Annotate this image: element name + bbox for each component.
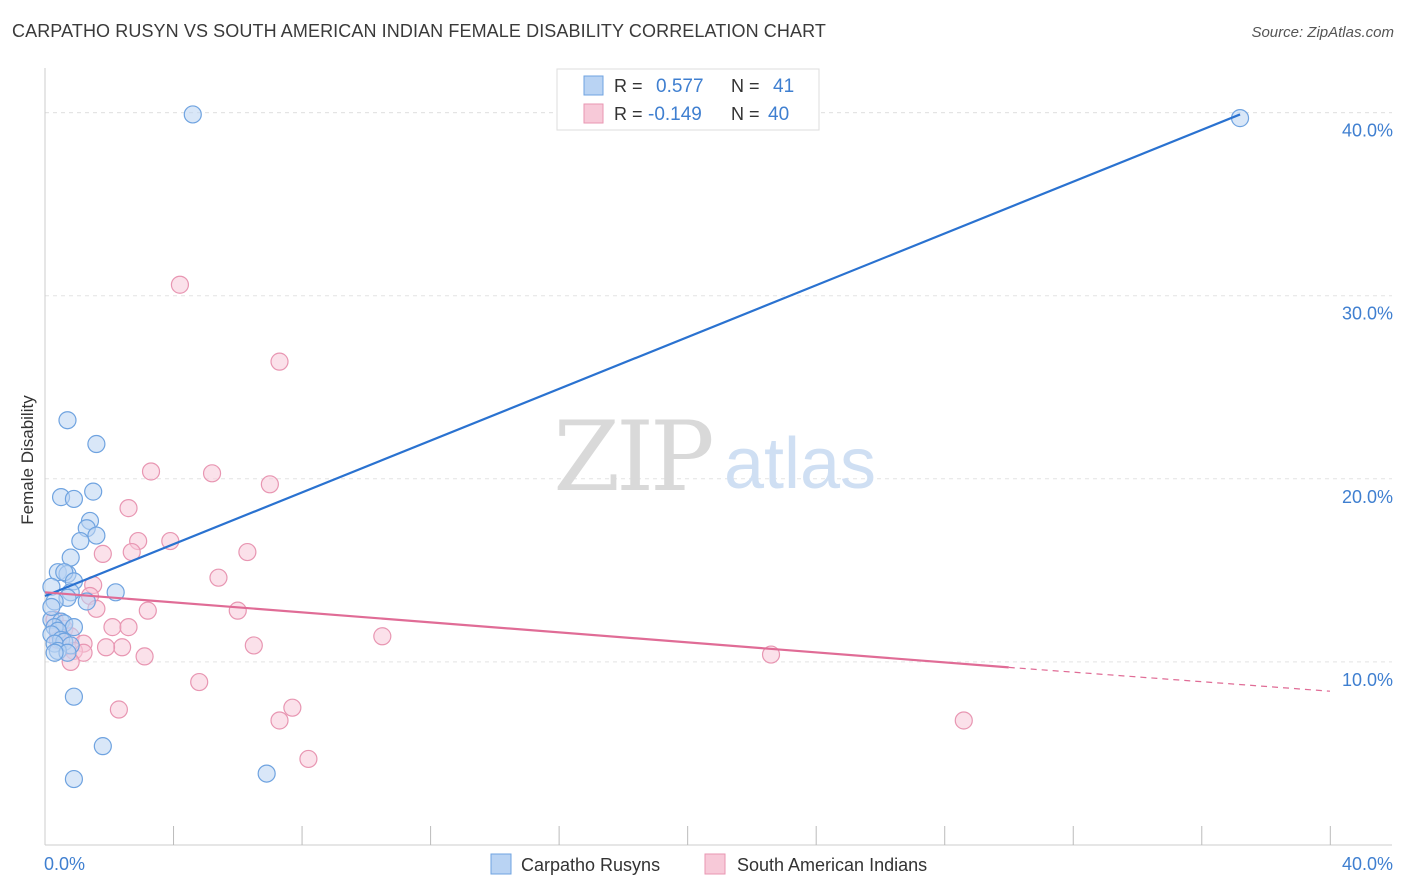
- stats-r-label-1: R =: [614, 76, 643, 96]
- blue-point: [45, 643, 64, 662]
- blue-point: [64, 489, 84, 509]
- chart-title: CARPATHO RUSYN VS SOUTH AMERICAN INDIAN …: [12, 21, 826, 41]
- pink-point: [119, 499, 138, 518]
- blue-point: [42, 597, 61, 617]
- stats-r-value-1: 0.577: [656, 76, 704, 97]
- trend-line-carpatho-rusyns: [44, 113, 1241, 598]
- blue-point: [64, 769, 84, 789]
- blue-point: [77, 592, 96, 611]
- watermark-zip: ZIP: [553, 401, 712, 513]
- pink-point: [170, 275, 190, 294]
- stats-n-label-1: N =: [731, 76, 760, 96]
- series-south-american-indians: [45, 275, 973, 769]
- pink-point: [96, 638, 116, 657]
- pink-point: [260, 475, 279, 494]
- x-tick-label-min: 0.0%: [44, 854, 85, 874]
- pink-point: [209, 568, 228, 587]
- blue-point: [84, 482, 103, 501]
- stats-legend-pink-swatch: [583, 103, 604, 124]
- stats-n-value-1: 41: [773, 76, 794, 97]
- y-tick-label: 30.0%: [1342, 304, 1393, 324]
- pink-point: [244, 636, 263, 655]
- tick-labels: 10.0% 20.0% 30.0% 40.0% 0.0% 40.0%: [44, 121, 1393, 874]
- pink-point: [270, 711, 289, 730]
- pink-point: [202, 464, 222, 483]
- pink-point: [238, 542, 257, 562]
- trend-line-south-american-indians: [44, 591, 1009, 669]
- pink-point: [138, 601, 157, 620]
- trend-lines: [44, 113, 1331, 692]
- y-tick-label: 40.0%: [1342, 121, 1393, 141]
- blue-point: [87, 434, 106, 454]
- pink-point: [135, 647, 154, 666]
- pink-point: [270, 352, 289, 371]
- legend-label-south-american-indians: South American Indians: [737, 855, 927, 875]
- blue-point: [257, 764, 276, 783]
- blue-point: [93, 737, 112, 756]
- legend-pink-swatch: [704, 853, 726, 875]
- pink-point: [93, 544, 112, 563]
- pink-point: [109, 700, 128, 719]
- stats-n-value-2: 40: [768, 104, 789, 125]
- series-legend: Carpatho Rusyns South American Indians: [490, 853, 927, 875]
- pink-point: [373, 627, 392, 646]
- pink-point: [141, 462, 161, 481]
- pink-point: [228, 601, 247, 620]
- y-axis-label: Female Disability: [18, 395, 37, 525]
- blue-point: [87, 526, 106, 545]
- blue-point: [64, 687, 84, 706]
- pink-point: [283, 698, 302, 717]
- stats-r-value-2: -0.149: [648, 104, 702, 125]
- blue-point: [1230, 109, 1250, 128]
- pink-point: [761, 645, 781, 664]
- gridlines: [45, 112, 1392, 663]
- legend-label-carpatho-rusyns: Carpatho Rusyns: [521, 855, 660, 875]
- series-carpatho-rusyns: [42, 105, 1250, 789]
- trend-line-extension: [1008, 666, 1331, 692]
- blue-point: [71, 531, 90, 551]
- x-tick-label-max: 40.0%: [1342, 854, 1393, 874]
- y-tick-label: 10.0%: [1342, 670, 1393, 690]
- watermark: ZIP atlas: [553, 401, 876, 513]
- blue-point: [64, 618, 84, 637]
- blue-point: [58, 411, 77, 430]
- pink-point: [190, 672, 209, 692]
- axes: [44, 68, 1392, 846]
- blue-point: [183, 105, 202, 124]
- stats-legend-blue-swatch: [583, 75, 604, 96]
- stats-n-label-2: N =: [731, 104, 760, 124]
- source-label: Source: ZipAtlas.com: [1251, 24, 1394, 41]
- pink-point: [954, 711, 973, 730]
- pink-point: [112, 638, 132, 657]
- watermark-atlas: atlas: [724, 424, 876, 504]
- y-tick-label: 20.0%: [1342, 487, 1393, 507]
- stats-legend: R = 0.577 N = 41 R = -0.149 N = 40: [556, 68, 820, 131]
- legend-blue-swatch: [490, 853, 512, 875]
- pink-point: [103, 618, 122, 637]
- stats-r-label-2: R =: [614, 104, 643, 124]
- pink-point: [299, 749, 318, 769]
- pink-point: [119, 618, 138, 637]
